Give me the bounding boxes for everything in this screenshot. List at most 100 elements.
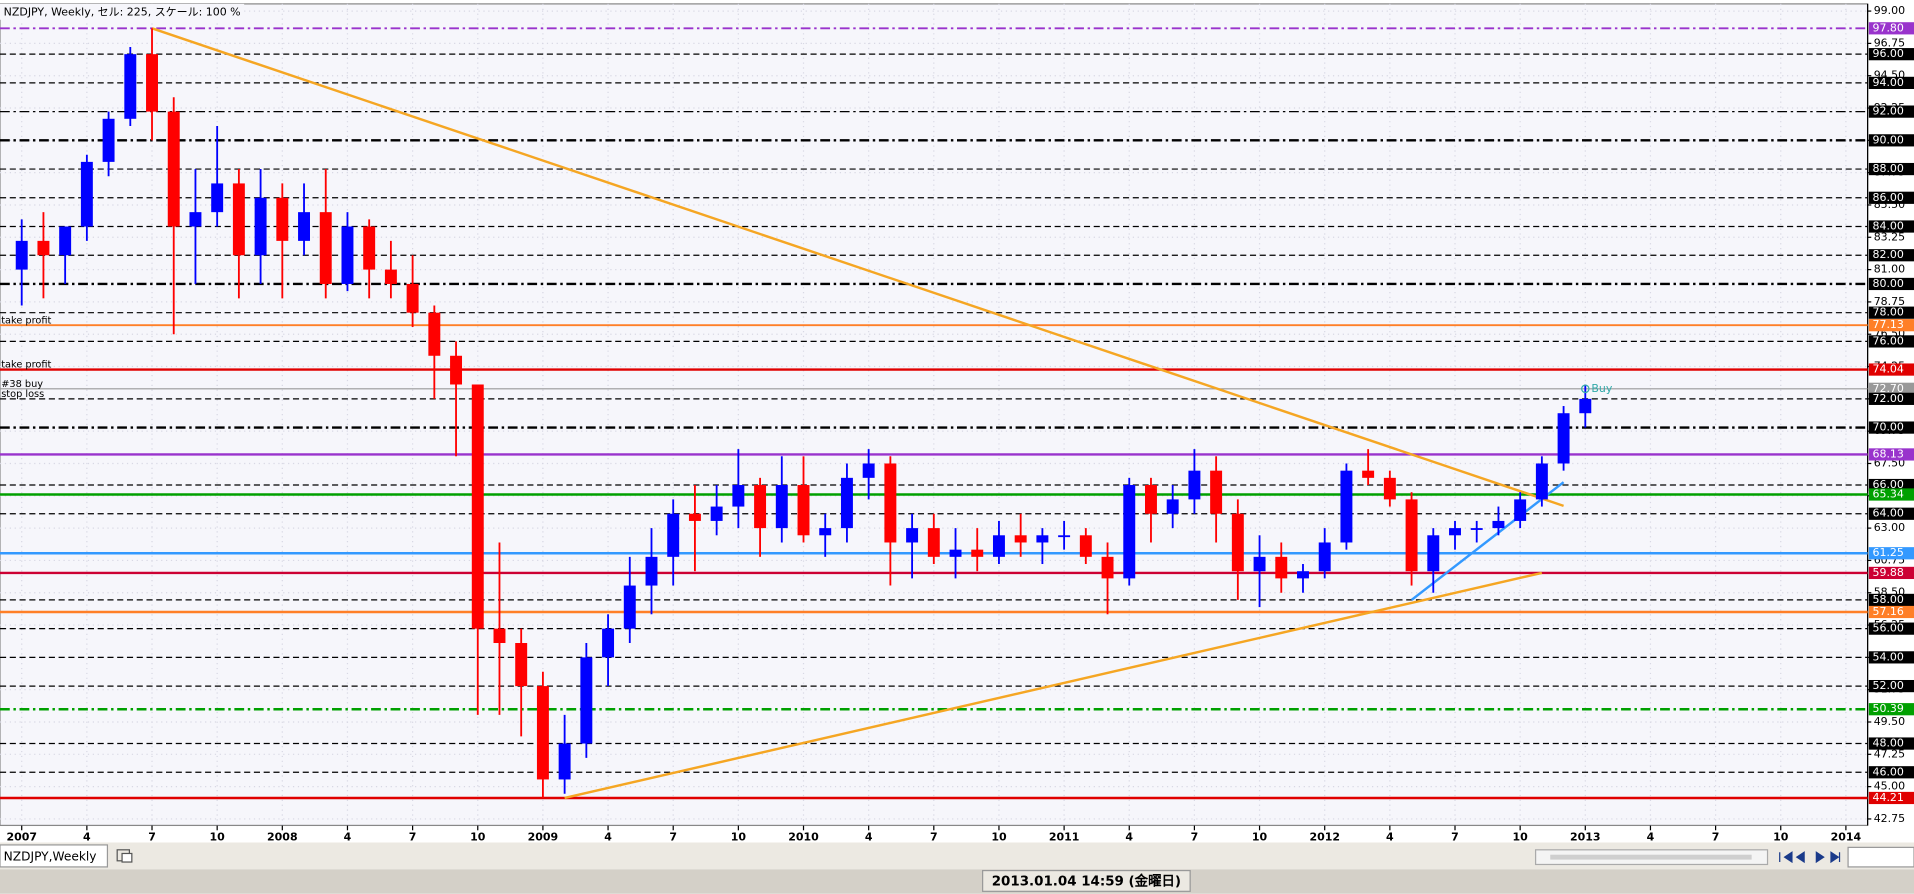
y-tick-label: 63.00 [1874, 521, 1905, 534]
candle-body [406, 283, 419, 313]
level-label-bg [1868, 134, 1914, 147]
tab-icon[interactable] [121, 852, 133, 863]
candle-body [884, 463, 897, 543]
annotation-marker [1581, 384, 1590, 394]
level-label: 72.00 [1872, 392, 1903, 405]
level-label: 52.00 [1872, 679, 1903, 692]
x-tick-label: 10 [731, 831, 747, 844]
level-label-bg [1868, 605, 1914, 619]
candle-body [341, 226, 354, 284]
level-label: 94.00 [1872, 76, 1903, 89]
candle-body [189, 212, 202, 227]
chart-tab[interactable] [0, 844, 109, 868]
level-label: 78.00 [1872, 306, 1903, 319]
nav-buttons[interactable] [1779, 851, 1841, 864]
level-label: 46.00 [1872, 765, 1903, 778]
candle-body [1362, 470, 1375, 478]
level-label: 61.25 [1872, 546, 1903, 559]
candle-body [384, 269, 397, 284]
candle-body [1449, 528, 1461, 536]
candle-body [1079, 535, 1092, 557]
candle-body [1275, 556, 1288, 579]
status-time: 2013.01.04 14:59 (金曜日) [992, 873, 1181, 890]
x-tick-label: 2013 [1570, 831, 1601, 844]
candle-body [1058, 535, 1071, 538]
x-tick-label: 2010 [788, 831, 819, 844]
candle-layer: Buy [15, 28, 1613, 799]
candle-body [710, 506, 723, 521]
level-label-bg [1868, 507, 1914, 520]
level-label-bg [1868, 105, 1914, 118]
status-bar [0, 869, 1914, 894]
auto-scroll-button[interactable] [1847, 846, 1914, 868]
x-tick-label: 2007 [6, 831, 37, 844]
level-label: 77.13 [1872, 318, 1903, 331]
candle-body [1340, 470, 1353, 543]
level-label-bg [1868, 191, 1914, 204]
status-cell [982, 869, 1191, 892]
x-tick-label: 10 [1252, 831, 1268, 844]
candle-body [102, 118, 115, 162]
level-label: 84.00 [1872, 220, 1903, 233]
candle-body [124, 54, 137, 119]
x-tick-label: 4 [865, 831, 873, 844]
x-tick-label: 2009 [528, 831, 559, 844]
candle-body [1014, 535, 1027, 543]
candle-body [1557, 413, 1570, 464]
candle-body [363, 226, 376, 270]
candle-body [1210, 470, 1223, 514]
title-bg [0, 3, 245, 20]
candle-body [59, 226, 72, 256]
candle-body [797, 485, 810, 536]
candle-body [80, 161, 93, 227]
x-tick-label: 4 [344, 831, 352, 844]
chart-tab-label[interactable]: NZDJPY,Weekly [4, 850, 97, 864]
candle-body [906, 528, 919, 543]
x-tick-label: 7 [1712, 831, 1720, 844]
y-tick-label: 49.50 [1874, 715, 1905, 728]
chart-title: NZDJPY, Weekly, セル: 225, スケール: 100 % [4, 5, 241, 18]
level-label-bg [1868, 392, 1914, 405]
candle-body [1101, 556, 1114, 579]
y-tick-label: 78.75 [1874, 295, 1905, 308]
candle-body [1144, 485, 1157, 514]
level-label-bg [1868, 622, 1914, 635]
candle-body [667, 513, 680, 557]
level-label-bg [1868, 766, 1914, 779]
y-tick-label: 99.00 [1874, 4, 1905, 17]
level-label-bg [1868, 593, 1914, 607]
x-tick-label: 7 [148, 831, 156, 844]
candle-body [450, 355, 463, 385]
candle-body [1036, 535, 1049, 543]
x-tick-label: 2008 [267, 831, 298, 844]
candle-body [298, 212, 311, 241]
candle-body [1188, 470, 1201, 500]
level-label: 59.88 [1872, 566, 1903, 579]
candle-body [558, 743, 571, 780]
level-label-bg [1868, 421, 1914, 434]
scroll-thumb[interactable] [1550, 854, 1752, 860]
candle-body [1535, 463, 1548, 500]
candle-body [1231, 513, 1244, 572]
level-label: 82.00 [1872, 248, 1903, 261]
candle-body [1427, 535, 1440, 572]
trendline [151, 27, 1564, 508]
level-label-bg [1868, 277, 1914, 291]
level-label: 57.16 [1872, 605, 1903, 618]
level-label: 86.00 [1872, 191, 1903, 204]
candle-body [276, 197, 289, 241]
level-label-bg [1868, 22, 1914, 35]
y-tick-label: 45.00 [1874, 780, 1905, 793]
x-tick-label: 2014 [1831, 831, 1862, 844]
level-label-bg [1868, 448, 1914, 461]
level-label-bg [1868, 791, 1914, 805]
x-tick-label: 4 [604, 831, 612, 844]
level-label-bg [1868, 319, 1914, 332]
level-label: 68.13 [1872, 447, 1903, 460]
level-label: 72.70 [1872, 382, 1903, 395]
y-tick-label: 96.75 [1874, 36, 1905, 49]
level-label: 50.39 [1872, 702, 1903, 715]
trendline-layer [151, 27, 1565, 800]
